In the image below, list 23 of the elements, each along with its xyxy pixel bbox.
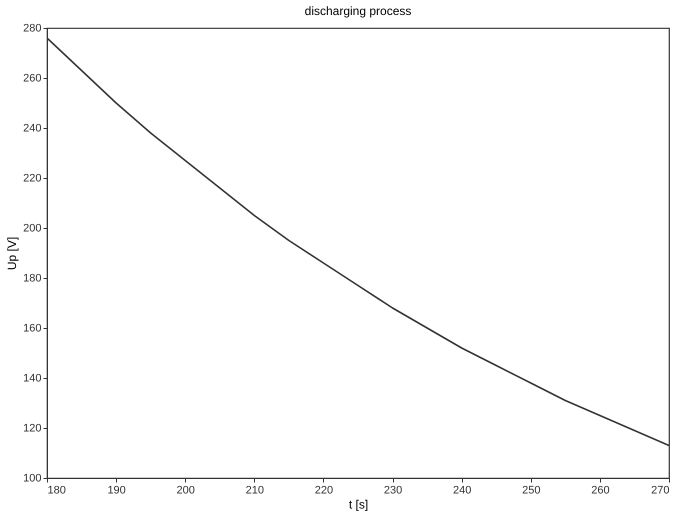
x-tick-label: 230 [384,484,402,496]
y-tick-label: 280 [23,22,42,34]
y-axis-title: Up [V] [5,236,20,270]
x-tick-label: 210 [246,484,264,496]
y-tick-label: 100 [23,472,42,484]
x-tick-label: 250 [522,484,540,496]
y-tick-label: 120 [23,422,42,434]
x-tick-label: 260 [591,484,610,496]
y-tick-label: 140 [23,372,42,384]
y-tick-label: 220 [23,172,42,184]
y-tick-label: 260 [23,72,42,84]
chart-title: discharging process [304,4,412,18]
y-tick-label: 160 [23,322,42,334]
x-tick-label: 240 [452,484,472,496]
y-tick-label: 240 [23,122,42,134]
y-tick-label: 200 [23,222,42,234]
x-tick-label: 190 [107,484,126,496]
x-tick-label: 270 [651,484,670,496]
y-tick-label: 180 [23,272,42,284]
x-tick-label: 180 [48,484,66,496]
x-tick-label: 200 [176,484,195,496]
x-axis-title: t [s] [348,498,368,512]
x-tick-label: 220 [314,484,334,496]
